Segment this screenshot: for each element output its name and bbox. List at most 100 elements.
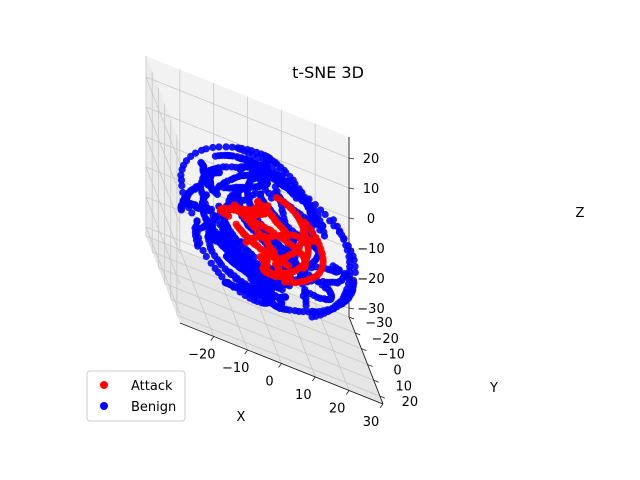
point-benign (215, 143, 223, 151)
point-benign (326, 217, 334, 225)
point-benign (197, 159, 205, 167)
x-tick-label: 0 (265, 375, 273, 390)
point-benign (177, 176, 186, 184)
tick-labels: −20−100102030−30−20−1001020−30−20−100102… (188, 152, 418, 430)
point-benign (178, 182, 186, 190)
y-tick (355, 332, 361, 336)
point-attack (259, 264, 268, 272)
grid-z-left (145, 106, 181, 195)
point-benign (222, 143, 230, 151)
y-tick-label: 10 (395, 379, 412, 394)
x-tick (278, 363, 282, 368)
legend: Attack Benign (86, 370, 186, 422)
x-tick-label: −10 (222, 361, 249, 376)
z-tick (348, 187, 355, 190)
point-benign (227, 270, 235, 278)
point-attack (254, 198, 262, 206)
point-attack (285, 262, 293, 270)
point-benign (302, 288, 310, 296)
chart-title: t-SNE 3D (292, 63, 364, 82)
y-tick (367, 364, 373, 367)
grid-z-back (145, 76, 350, 159)
point-benign (193, 228, 201, 236)
point-benign (305, 195, 313, 203)
point-benign (247, 275, 255, 283)
point-attack (272, 194, 280, 202)
grid-z-left (145, 196, 181, 285)
z-tick (348, 217, 355, 220)
grid-y-floor (176, 314, 381, 397)
legend-marker-attack (100, 381, 108, 389)
z-tick (348, 277, 355, 280)
z-tick-label: −30 (357, 302, 384, 317)
point-benign (224, 230, 232, 238)
y-tick-label: 20 (402, 395, 419, 410)
point-benign (306, 201, 314, 209)
point-benign (212, 216, 221, 224)
grid-y-floor (170, 298, 374, 381)
point-attack (299, 264, 307, 272)
point-benign (252, 259, 260, 267)
point-benign (343, 285, 351, 293)
point-benign (246, 268, 254, 276)
series-attack (216, 194, 327, 287)
grid-z-left (145, 166, 181, 255)
point-benign (256, 190, 264, 198)
point-benign (211, 152, 219, 160)
scatter-points (177, 143, 359, 321)
point-benign (311, 201, 319, 209)
x-tick (210, 336, 215, 341)
point-benign (199, 246, 207, 255)
point-benign (228, 143, 236, 151)
point-benign (320, 232, 329, 240)
y-tick-label: −20 (371, 332, 398, 347)
z-tick-label: 20 (363, 152, 380, 167)
point-benign (235, 145, 243, 153)
point-benign (232, 163, 240, 171)
point-benign (313, 219, 321, 228)
point-benign (330, 222, 338, 230)
x-tick (312, 376, 316, 382)
x-tick-label: −20 (188, 348, 215, 363)
point-benign (198, 146, 206, 154)
point-benign (298, 197, 306, 205)
point-benign (317, 206, 325, 214)
y-tick (373, 379, 379, 383)
z-tick (348, 307, 355, 310)
grid-x-floor (179, 249, 215, 337)
point-benign (255, 272, 263, 280)
point-attack (299, 228, 307, 237)
legend-label-attack: Attack (131, 379, 173, 394)
z-tick (348, 157, 355, 160)
grid-y-floor (158, 267, 362, 350)
grid-z-left (145, 76, 181, 165)
z-tick-label: 0 (367, 212, 375, 227)
grid-z-left (145, 136, 181, 225)
legend-frame (86, 370, 186, 422)
y-tick-label: 0 (393, 363, 401, 378)
z-axis-label: Z (576, 206, 585, 221)
point-benign (195, 234, 203, 242)
point-benign (291, 307, 299, 315)
point-benign (307, 264, 316, 272)
point-benign (207, 259, 215, 267)
z-tick-label: 10 (363, 182, 380, 197)
point-benign (178, 165, 186, 173)
point-benign (351, 262, 359, 270)
point-benign (230, 283, 238, 291)
z-tick (348, 247, 355, 250)
point-benign (209, 143, 217, 152)
point-benign (188, 209, 196, 217)
x-axis-label: X (237, 410, 246, 425)
y-axis-line (348, 316, 384, 405)
z-tick-label: −20 (357, 272, 384, 287)
y-axis-label: Y (489, 381, 498, 396)
y-tick-label: −30 (365, 316, 392, 331)
point-attack (281, 278, 289, 286)
point-benign (304, 308, 312, 316)
point-benign (351, 268, 359, 277)
point-benign (177, 206, 185, 214)
point-benign (335, 228, 343, 236)
point-attack (263, 257, 271, 265)
